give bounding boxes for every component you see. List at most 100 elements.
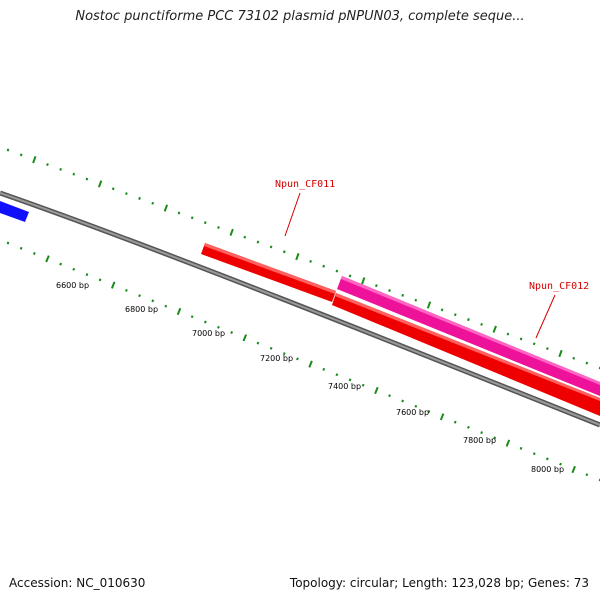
gene-npun-cf012-highlight [341,276,600,385]
minor-tick [230,331,234,334]
major-tick [32,156,37,164]
minor-tick [322,264,326,268]
minor-tick [125,288,128,292]
minor-tick [282,352,286,356]
minor-tick [361,383,365,387]
minor-tick [388,289,391,292]
minor-tick [427,410,431,413]
major-tick [426,301,432,309]
minor-tick [19,153,23,157]
minor-tick [269,346,273,350]
minor-tick [480,322,483,326]
minor-tick [519,337,523,341]
topology-summary: Topology: circular; Length: 123,028 bp; … [289,576,589,590]
major-tick [229,228,234,236]
gene-npun-cf011[interactable] [201,243,336,302]
major-tick [242,334,248,342]
gene-npun-cf011-highlight [204,243,336,294]
accession-label: Accession: NC_010630 [9,576,146,590]
minor-tick [111,187,115,191]
minor-tick [190,315,194,319]
major-tick [308,360,313,368]
minor-tick [322,367,326,371]
major-tick [439,413,445,421]
minor-tick [203,221,207,225]
major-tick [163,204,169,212]
minor-tick [585,473,589,477]
minor-tick [453,313,457,317]
inner-tick-track [6,241,600,482]
label-leader-npun-cf011 [284,192,301,237]
position-label: 7600 bp [396,408,429,417]
minor-tick [85,177,89,181]
minor-tick [559,462,562,466]
minor-tick [401,293,405,297]
major-tick [505,439,511,447]
minor-tick [32,252,36,255]
minor-tick [348,378,352,382]
minor-tick [335,269,339,273]
minor-tick [532,342,536,346]
minor-tick [506,332,510,336]
minor-tick [414,298,418,302]
minor-tick [217,325,220,329]
minor-tick [85,273,89,277]
minor-tick [46,163,49,167]
minor-tick [164,304,168,308]
major-tick [492,325,497,333]
major-tick [45,255,50,263]
gene-red-lower[interactable] [332,293,600,416]
minor-tick [401,399,405,403]
minor-tick [59,167,62,171]
minor-tick [296,357,299,361]
position-label: 7200 bp [260,354,293,363]
gene-blue[interactable] [0,201,29,222]
sequence-backbone-highlight [0,192,600,426]
minor-tick [453,420,457,424]
gene-red-lower-highlight [335,293,600,401]
minor-tick [440,308,444,312]
minor-tick [374,284,378,288]
minor-tick [151,201,155,205]
minor-tick [6,241,10,245]
major-tick [97,180,103,188]
position-label-group: 6600 bp 6800 bp 7000 bp 7200 bp 7400 bp … [56,281,564,474]
minor-tick [125,192,128,196]
minor-tick [282,250,286,254]
minor-tick [519,446,523,450]
minor-tick [98,278,102,282]
minor-tick [480,431,483,435]
minor-tick [190,216,194,220]
gene-label-npun-cf012[interactable]: Npun_CF012 [529,281,589,292]
minor-tick [348,274,352,278]
gene-npun-cf012[interactable] [337,276,600,396]
minor-tick [256,341,260,345]
minor-tick [151,299,155,303]
position-label: 7400 bp [328,382,361,391]
minor-tick [545,457,549,461]
position-label: 8000 bp [531,465,564,474]
major-tick [361,277,366,285]
minor-tick [467,318,470,322]
minor-tick [256,240,260,244]
minor-tick [493,436,497,440]
minor-tick [467,425,470,429]
major-tick [110,281,116,289]
minor-tick [532,452,536,456]
minor-tick [217,226,220,229]
minor-tick [138,196,141,200]
minor-tick [138,294,141,298]
position-label: 7000 bp [192,329,225,338]
major-tick [558,349,563,358]
minor-tick [177,211,181,215]
major-tick [176,307,182,316]
minor-tick [72,267,76,271]
minor-tick [546,347,549,351]
gene-label-npun-cf011[interactable]: Npun_CF011 [275,179,335,190]
minor-tick [335,373,339,377]
minor-tick [19,246,23,250]
minor-tick [572,356,576,360]
minor-tick [309,259,312,263]
